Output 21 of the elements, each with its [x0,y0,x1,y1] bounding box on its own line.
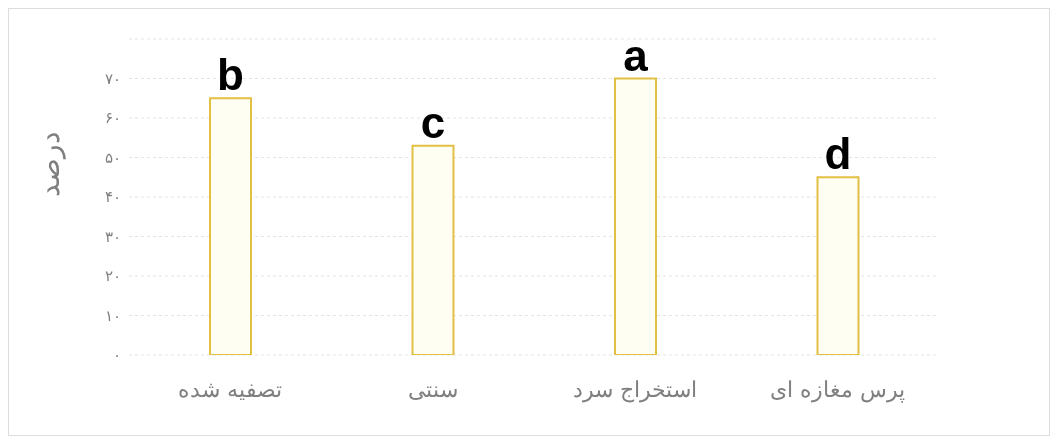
x-tick-label: سنتی [407,376,458,402]
bar [411,144,455,355]
y-tick-label: ۵۰ [104,148,121,167]
bar [209,97,252,355]
y-axis-title: درصد [32,132,66,197]
x-tick-label: استخراج سرد [573,376,698,403]
bar [816,176,860,355]
y-tick-label: ۷۰ [104,69,121,88]
data-label: d [824,129,852,179]
y-tick-label: ۶۰ [104,109,121,128]
data-label: a [623,30,649,80]
y-tick-label: ۱۰ [104,306,121,325]
y-tick-label: ۴۰ [104,188,121,207]
data-label: b [217,50,244,100]
x-tick-label: تصفیه شده [178,376,283,402]
y-tick-label: ۲۰ [104,267,121,286]
data-label: c [420,97,446,147]
x-tick-label: پرس مغازه ای [770,376,906,403]
bar [614,77,657,355]
y-tick-label: ۳۰ [104,227,121,246]
y-tick-label: ۰ [112,346,121,365]
